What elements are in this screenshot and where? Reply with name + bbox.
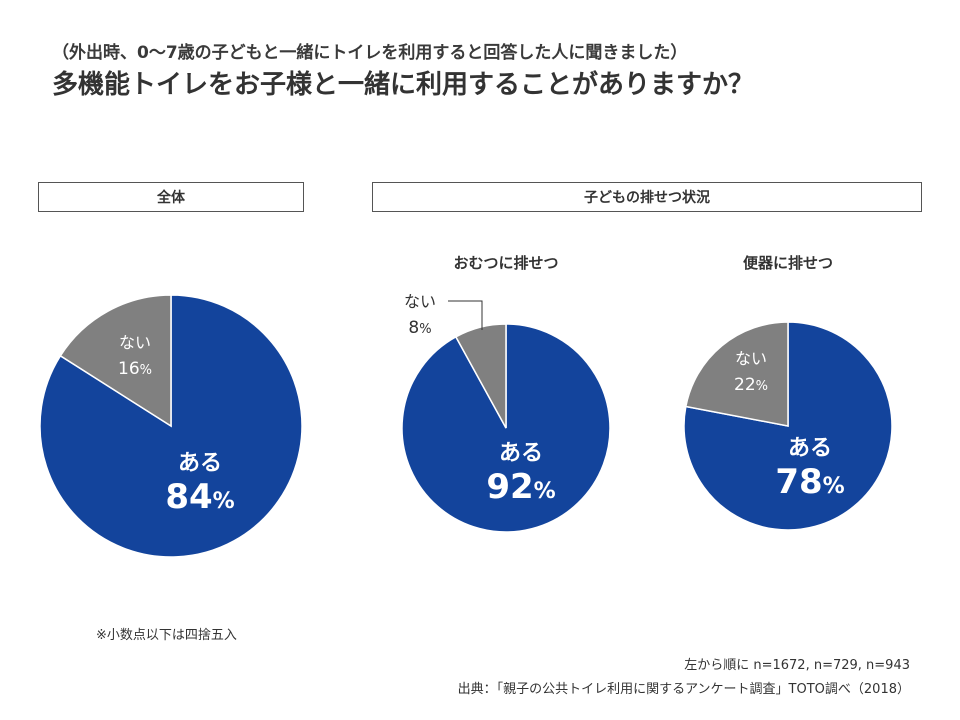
- slice-value-yes: 84%: [165, 477, 234, 517]
- slice-label-no: ない: [404, 292, 436, 311]
- slice-label-yes: ある: [788, 436, 832, 461]
- pie-slice-yes: [39, 294, 303, 558]
- pie-title-diaper: おむつに排せつ: [453, 254, 559, 272]
- pie-slice-no: [59, 294, 172, 428]
- slice-value-no: 16%: [118, 359, 152, 379]
- pie-slice-no: [454, 323, 507, 429]
- slice-value-no: 22%: [734, 375, 768, 395]
- slice-value-no: 8%: [408, 318, 431, 338]
- pie-title-toilet: 便器に排せつ: [742, 254, 833, 272]
- chart-title: 多機能トイレをお子様と一緒に利用することがありますか？: [52, 70, 755, 100]
- slice-label-no: ない: [735, 349, 767, 368]
- rounding-note: ※小数点以下は四捨五入: [96, 628, 237, 643]
- slice-value-yes: 78%: [775, 462, 844, 502]
- section-header-overall: 全体: [38, 182, 304, 212]
- chart-subtitle: （外出時、0〜7歳の子どもと一緒にトイレを利用すると回答した人に聞きました）: [52, 43, 688, 63]
- sample-sizes: 左から順に n=1672, n=729, n=943: [684, 658, 910, 673]
- pie-slice-no: [684, 321, 789, 427]
- slice-label-yes: ある: [178, 451, 222, 476]
- source-credit: 出典：「親子の公共トイレ利用に関するアンケート調査」TOTO調べ（2018）: [457, 682, 910, 697]
- pie-slice-yes: [401, 323, 611, 533]
- slice-label-no: ない: [119, 333, 151, 352]
- slice-value-yes: 92%: [486, 467, 555, 507]
- section-header-by-status: 子どもの排せつ状況: [372, 182, 922, 212]
- leader-line: [448, 300, 483, 330]
- slice-label-yes: ある: [499, 441, 543, 466]
